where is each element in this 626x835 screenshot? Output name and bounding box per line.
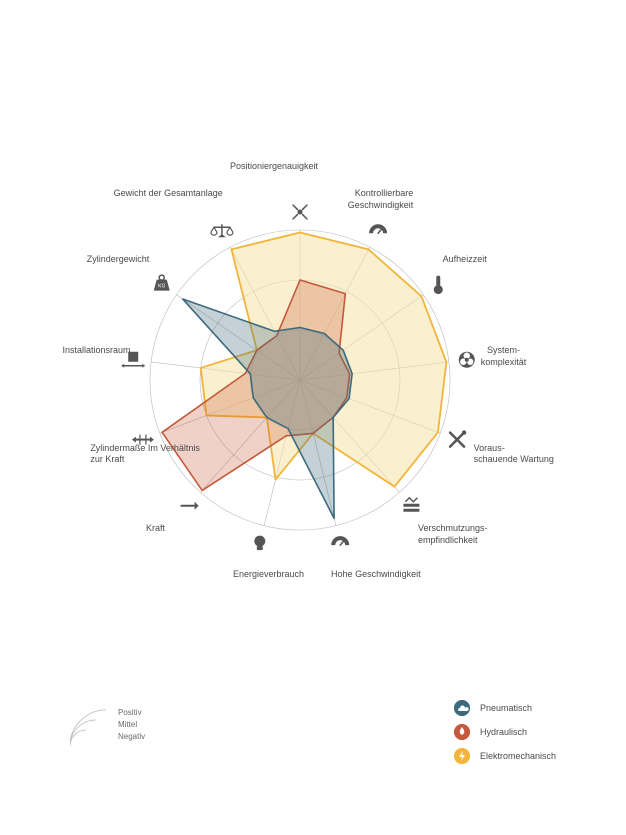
legend-row: Pneumatisch — [454, 700, 556, 716]
legend-swatch — [454, 724, 470, 740]
legend-label: Elektromechanisch — [480, 751, 556, 761]
radar-chart-svg: KG — [0, 0, 626, 650]
scale-legend: Positiv Mittel Negativ — [70, 708, 140, 746]
scale-label-negative: Negativ — [118, 732, 145, 741]
legend-row: Elektromechanisch — [454, 748, 556, 764]
scale-label-positive: Positiv — [118, 708, 142, 717]
scale-label-middle: Mittel — [118, 720, 137, 729]
legend-swatch — [454, 700, 470, 716]
legend-row: Hydraulisch — [454, 724, 556, 740]
bulb-icon — [254, 536, 265, 551]
arrow-right-icon — [181, 502, 199, 510]
legend-label: Pneumatisch — [480, 703, 532, 713]
weight-kg-icon: KG — [154, 275, 170, 291]
arrows-h-icon — [132, 435, 154, 445]
box-arrows-icon — [121, 352, 145, 368]
radar-series — [162, 233, 446, 519]
series-legend: Pneumatisch Hydraulisch Elektromechanisc… — [454, 700, 556, 772]
thermo-icon — [434, 276, 443, 295]
radar-chart-container: KG PositioniergenauigkeitKontrollierbare… — [0, 0, 626, 835]
scales-icon — [211, 224, 233, 237]
svg-text:KG: KG — [158, 284, 165, 290]
legend-label: Hydraulisch — [480, 727, 527, 737]
gauge-icon — [369, 224, 387, 233]
target-icon — [293, 205, 307, 219]
layers-icon — [403, 498, 419, 512]
gauge-icon — [331, 536, 349, 545]
legend-swatch — [454, 748, 470, 764]
biohazard-icon — [459, 352, 475, 368]
scale-legend-arcs: Positiv Mittel Negativ — [70, 708, 140, 746]
tools-icon — [450, 430, 466, 446]
